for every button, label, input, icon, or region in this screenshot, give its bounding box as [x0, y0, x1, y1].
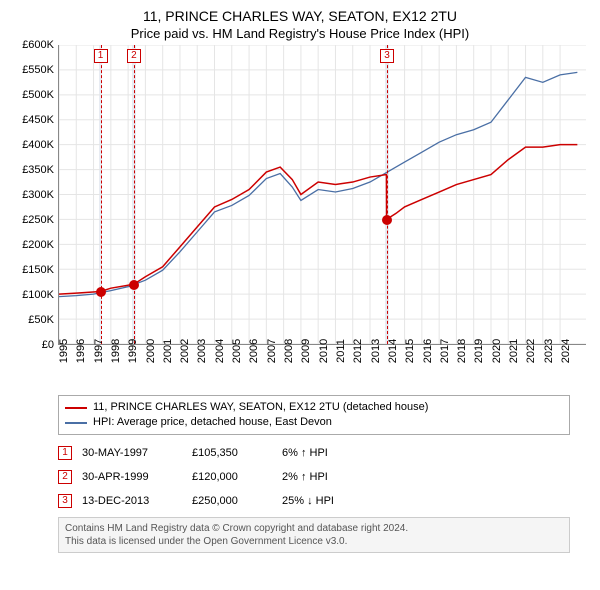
title-line-2: Price paid vs. HM Land Registry's House … — [10, 26, 590, 41]
xtick-label: 2005 — [231, 339, 243, 363]
ytick-label: £450K — [22, 114, 54, 126]
legend-item: 11, PRINCE CHARLES WAY, SEATON, EX12 2TU… — [65, 400, 563, 415]
ytick-label: £550K — [22, 64, 54, 76]
sale-marker-box: 1 — [94, 49, 108, 63]
xtick-label: 2017 — [439, 339, 451, 363]
sale-num-box: 1 — [58, 446, 72, 460]
ytick-label: £600K — [22, 39, 54, 51]
sale-vline — [101, 45, 102, 344]
footer-line-2: This data is licensed under the Open Gov… — [65, 535, 563, 548]
ytick-label: £50K — [28, 314, 54, 326]
sale-date: 13-DEC-2013 — [82, 495, 182, 507]
xtick-label: 2021 — [508, 339, 520, 363]
xtick-label: 1995 — [58, 339, 70, 363]
sale-price: £120,000 — [192, 471, 272, 483]
xtick-label: 2020 — [491, 339, 503, 363]
sale-row: 2 30-APR-1999 £120,000 2% ↑ HPI — [58, 465, 570, 489]
xtick-label: 2010 — [318, 339, 330, 363]
ytick-label: £250K — [22, 214, 54, 226]
legend-swatch — [65, 422, 87, 424]
xtick-label: 2004 — [214, 339, 226, 363]
xtick-label: 1997 — [93, 339, 105, 363]
title-line-1: 11, PRINCE CHARLES WAY, SEATON, EX12 2TU — [10, 8, 590, 24]
sale-marker-box: 2 — [127, 49, 141, 63]
sale-num-box: 3 — [58, 494, 72, 508]
ytick-label: £500K — [22, 89, 54, 101]
sale-point-dot — [96, 287, 106, 297]
xtick-label: 2019 — [473, 339, 485, 363]
xtick-label: 1999 — [127, 339, 139, 363]
xtick-label: 2022 — [525, 339, 537, 363]
sale-price: £250,000 — [192, 495, 272, 507]
xtick-label: 2003 — [196, 339, 208, 363]
xtick-label: 2013 — [370, 339, 382, 363]
sale-point-dot — [129, 280, 139, 290]
sale-point-dot — [382, 215, 392, 225]
sale-diff: 25% ↓ HPI — [282, 495, 402, 507]
xtick-label: 2002 — [179, 339, 191, 363]
sale-row: 3 13-DEC-2013 £250,000 25% ↓ HPI — [58, 489, 570, 513]
sale-num-box: 2 — [58, 470, 72, 484]
ytick-label: £150K — [22, 264, 54, 276]
sale-diff: 6% ↑ HPI — [282, 447, 402, 459]
xtick-label: 2006 — [248, 339, 260, 363]
sale-diff: 2% ↑ HPI — [282, 471, 402, 483]
sale-date: 30-APR-1999 — [82, 471, 182, 483]
xtick-label: 2023 — [543, 339, 555, 363]
xtick-label: 2016 — [422, 339, 434, 363]
xtick-label: 2009 — [300, 339, 312, 363]
sale-vline — [134, 45, 135, 344]
sale-marker-box: 3 — [380, 49, 394, 63]
xtick-label: 2024 — [560, 339, 572, 363]
chart: £0 £50K £100K £150K £200K £250K £300K £350K £400… — [10, 45, 590, 395]
ytick-label: £0 — [42, 339, 54, 351]
legend-swatch — [65, 407, 87, 409]
xtick-label: 2007 — [266, 339, 278, 363]
xtick-label: 2001 — [162, 339, 174, 363]
footer-attribution: Contains HM Land Registry data © Crown c… — [58, 517, 570, 553]
sale-row: 1 30-MAY-1997 £105,350 6% ↑ HPI — [58, 441, 570, 465]
xtick-label: 2011 — [335, 339, 347, 363]
footer-line-1: Contains HM Land Registry data © Crown c… — [65, 522, 563, 535]
xtick-label: 2015 — [404, 339, 416, 363]
xtick-label: 2012 — [352, 339, 364, 363]
xtick-label: 2018 — [456, 339, 468, 363]
sales-table: 1 30-MAY-1997 £105,350 6% ↑ HPI 2 30-APR-1999… — [58, 441, 570, 513]
legend-label: 11, PRINCE CHARLES WAY, SEATON, EX12 2TU… — [93, 400, 428, 415]
ytick-label: £350K — [22, 164, 54, 176]
xtick-label: 1996 — [75, 339, 87, 363]
xtick-label: 2008 — [283, 339, 295, 363]
sale-date: 30-MAY-1997 — [82, 447, 182, 459]
ytick-label: £200K — [22, 239, 54, 251]
ytick-label: £100K — [22, 289, 54, 301]
xtick-label: 2000 — [145, 339, 157, 363]
xtick-label: 2014 — [387, 339, 399, 363]
legend-label: HPI: Average price, detached house, East… — [93, 415, 332, 430]
sale-price: £105,350 — [192, 447, 272, 459]
ytick-label: £400K — [22, 139, 54, 151]
legend: 11, PRINCE CHARLES WAY, SEATON, EX12 2TU… — [58, 395, 570, 435]
ytick-label: £300K — [22, 189, 54, 201]
xtick-label: 1998 — [110, 339, 122, 363]
sale-vline — [387, 45, 388, 344]
legend-item: HPI: Average price, detached house, East… — [65, 415, 563, 430]
